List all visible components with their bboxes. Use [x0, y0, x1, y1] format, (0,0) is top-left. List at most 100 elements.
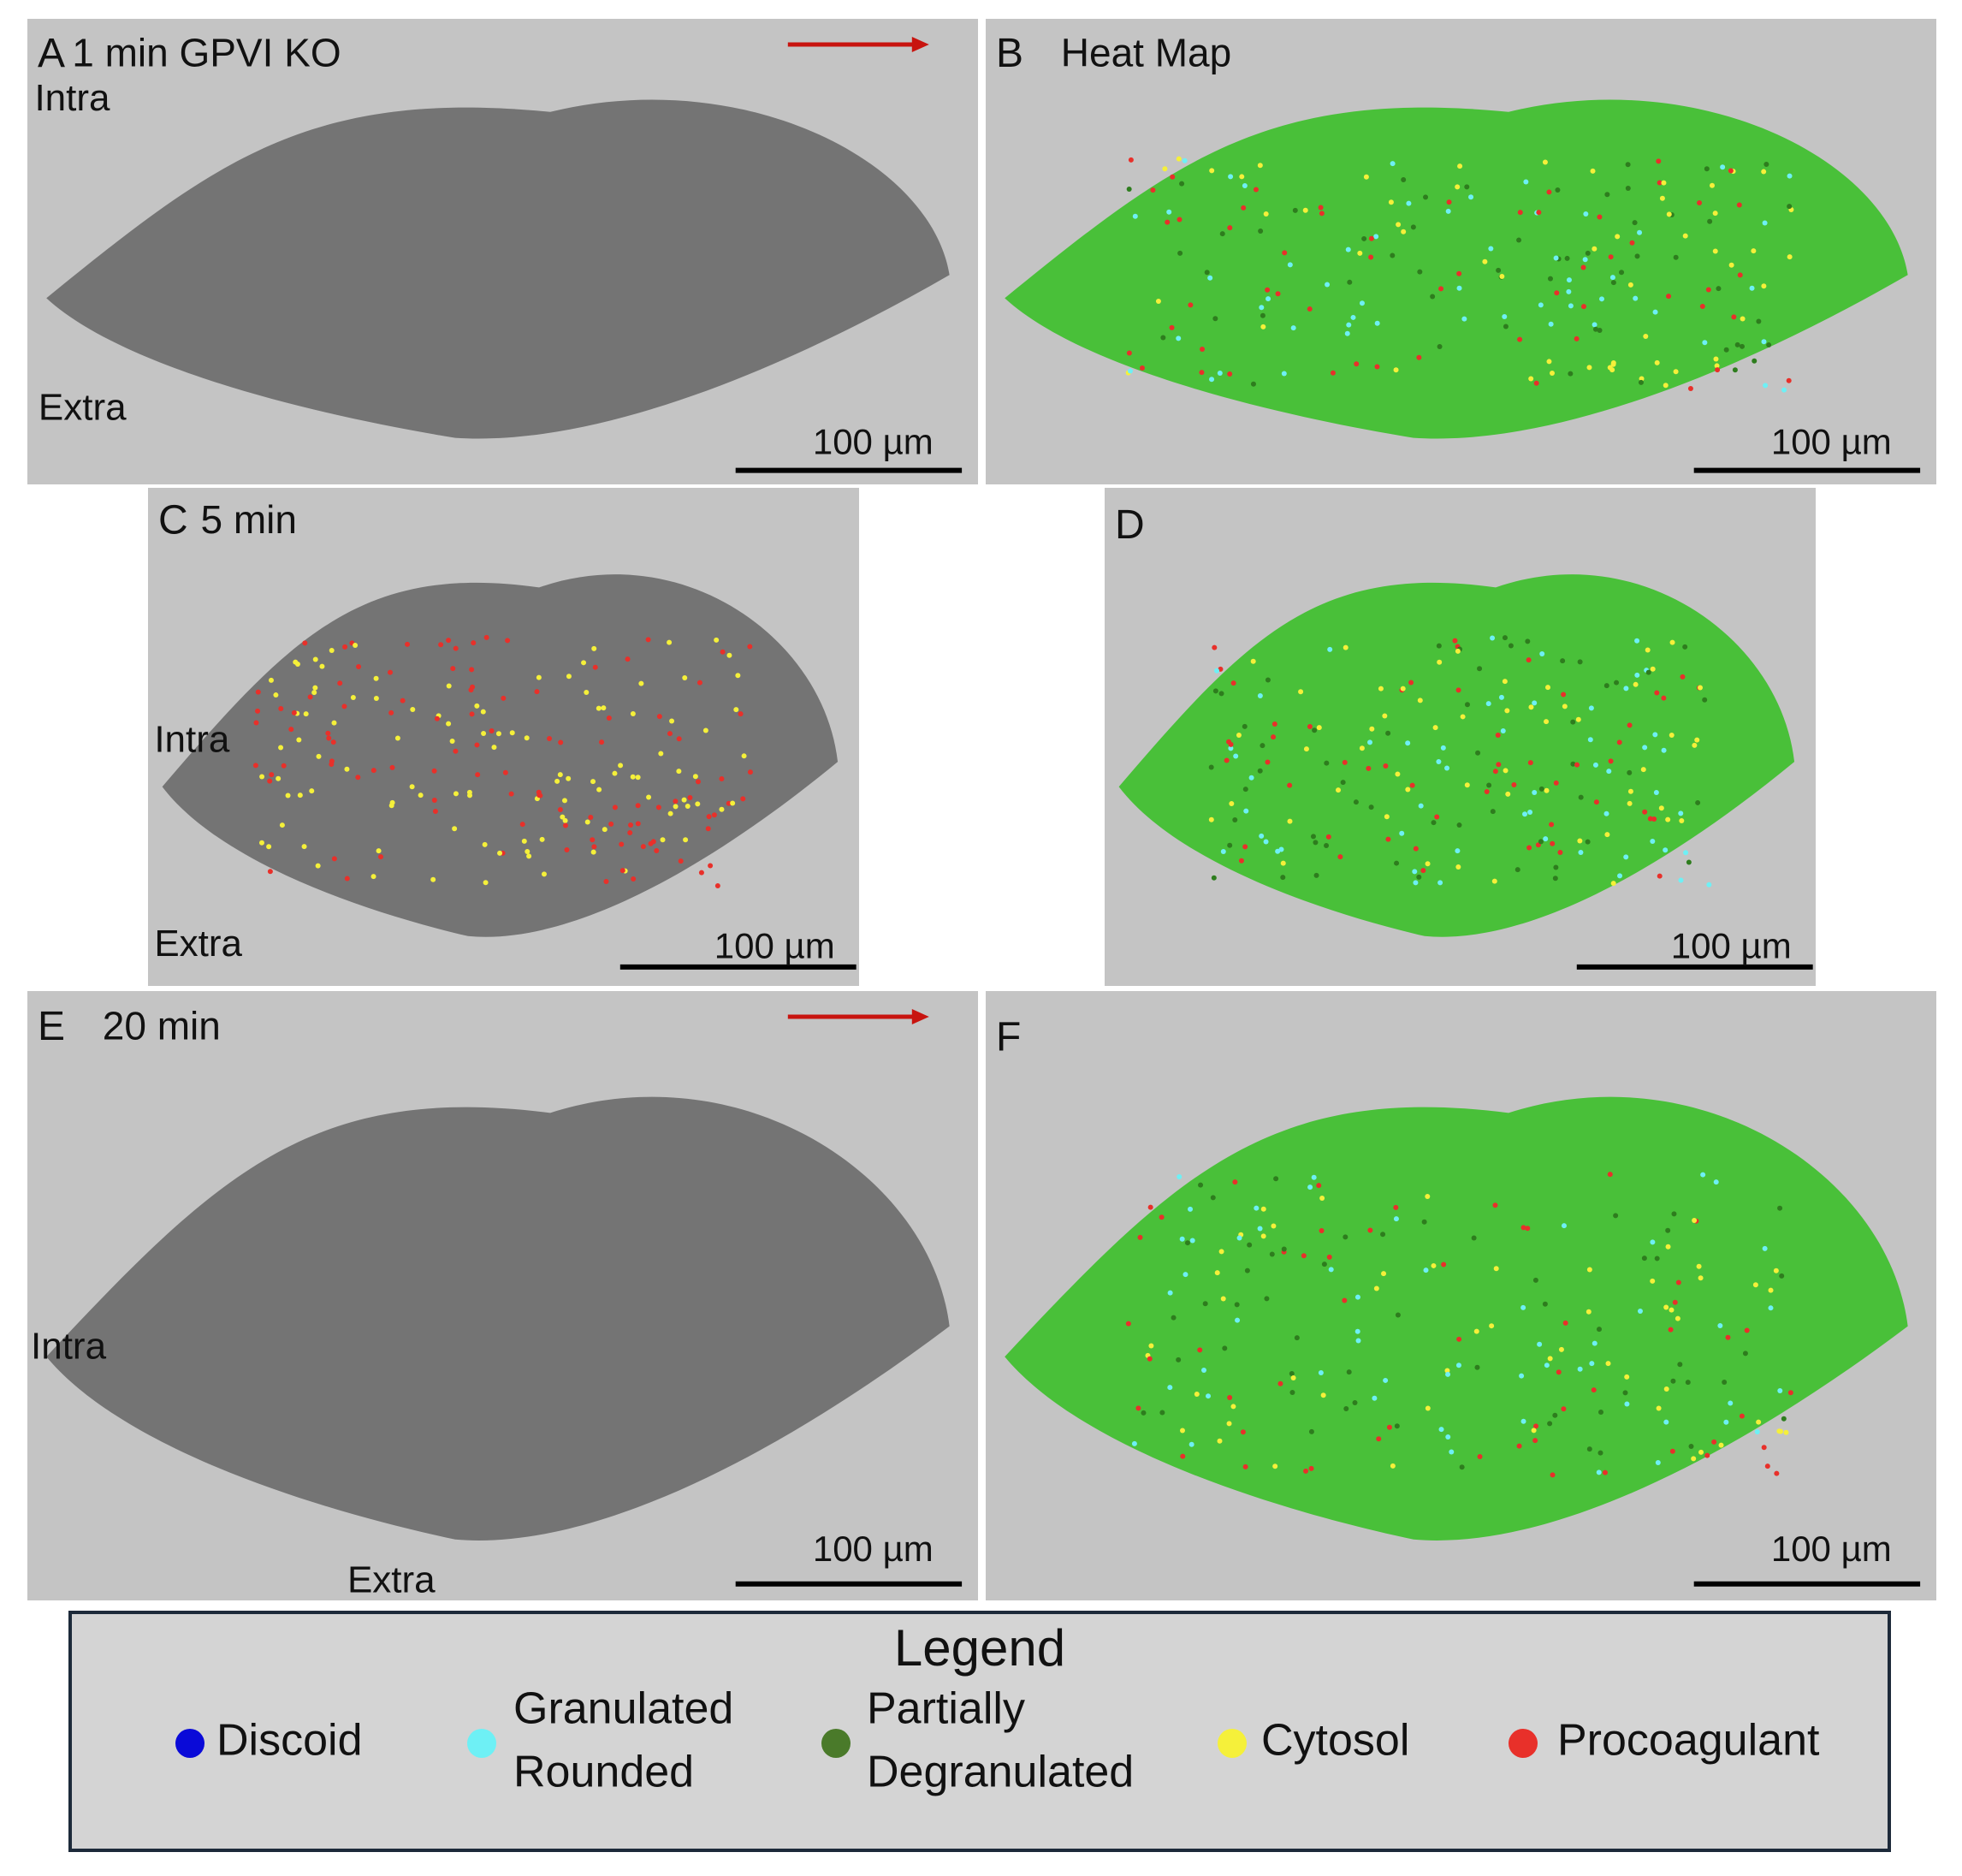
cell-dot	[1197, 1347, 1203, 1353]
cell-dot	[1749, 285, 1755, 291]
cell-dot	[316, 753, 322, 759]
cell-dot	[1659, 195, 1665, 201]
tissue-region	[162, 574, 839, 937]
cell-dot	[1328, 1267, 1334, 1273]
cell-dot	[1230, 680, 1236, 686]
cell-dot	[1473, 1328, 1479, 1334]
cell-dot	[1202, 1301, 1208, 1307]
cell-dot	[1431, 820, 1437, 826]
cell-dot	[1574, 335, 1580, 341]
cell-dot	[1378, 686, 1384, 692]
cell-dot	[1568, 371, 1574, 377]
cell-dot	[735, 673, 741, 679]
legend-label: Granulated	[513, 1684, 733, 1734]
cell-dot	[1382, 713, 1388, 719]
cell-dot	[1578, 794, 1584, 800]
cell-dot	[1666, 294, 1672, 300]
cell-dot	[1248, 775, 1254, 781]
cell-dot	[1609, 367, 1615, 373]
cell-dot	[1654, 690, 1660, 696]
cell-dot	[1271, 1223, 1277, 1229]
cell-dot	[1361, 235, 1367, 241]
cell-dot	[1373, 234, 1379, 240]
cell-dot	[692, 774, 698, 780]
cell-dot	[394, 735, 400, 741]
cell-dot	[1544, 787, 1550, 793]
cell-dot	[1166, 209, 1172, 215]
cell-dot	[483, 634, 489, 640]
cell-dot	[1385, 730, 1391, 736]
cell-dot	[1290, 1375, 1296, 1381]
cell-dot	[1608, 758, 1614, 764]
cell-dot	[1656, 158, 1662, 164]
cell-dot	[619, 841, 625, 847]
cell-dot	[1393, 367, 1399, 373]
micrograph-panel: B Heat Map 100 µm	[986, 19, 1936, 484]
cell-dot	[656, 714, 662, 720]
cell-dot	[695, 779, 701, 785]
cell-dot	[1477, 1453, 1483, 1459]
cell-dot	[1265, 759, 1271, 765]
cell-dot	[1577, 838, 1583, 844]
cell-dot	[1177, 1174, 1183, 1180]
cell-dot	[1786, 377, 1792, 383]
cell-dot	[1656, 1405, 1662, 1411]
cell-dot	[1652, 732, 1658, 738]
cell-dot	[1623, 854, 1629, 860]
cell-dot	[1384, 814, 1390, 820]
cell-dot	[1675, 1315, 1680, 1321]
legend-label: Partially	[867, 1684, 1025, 1734]
micrograph-panel: E 20 min Intra Extra 100 µm	[27, 991, 978, 1600]
panel-title: 20 min	[103, 1003, 221, 1048]
cell-dot	[1280, 875, 1286, 881]
cell-dot	[1713, 356, 1719, 362]
cell-dot	[468, 687, 474, 693]
cell-dot	[1243, 808, 1249, 814]
cell-dot	[1456, 285, 1462, 291]
cell-dot	[1761, 169, 1767, 175]
cell-dot	[705, 826, 711, 832]
cell-dot	[1437, 880, 1443, 886]
cell-dot	[1768, 1305, 1774, 1311]
cell-dot	[1372, 1395, 1378, 1401]
cell-dot	[1533, 1423, 1539, 1429]
cell-dot	[1633, 681, 1639, 687]
cell-dot	[1188, 302, 1194, 308]
cell-dot	[1761, 339, 1767, 345]
cell-dot	[1682, 644, 1688, 650]
cell-dot	[1464, 184, 1470, 190]
cell-dot	[1519, 1373, 1525, 1379]
cell-dot	[1557, 850, 1563, 856]
cell-dot	[1455, 864, 1461, 870]
cell-dot	[1165, 219, 1171, 225]
cell-dot	[273, 692, 279, 698]
cell-dot	[1269, 1251, 1275, 1257]
cell-dot	[1613, 1213, 1619, 1219]
cell-dot	[1135, 1405, 1141, 1411]
cell-dot	[450, 666, 456, 672]
cell-dot	[1260, 743, 1266, 749]
cell-dot	[1490, 809, 1496, 815]
cell-dot	[1176, 1357, 1182, 1362]
cell-dot	[1366, 765, 1372, 771]
micrograph-panel: F 100 µm	[986, 991, 1936, 1600]
cell-dot	[1416, 874, 1422, 880]
cell-dot	[1597, 1409, 1603, 1415]
scale-bar-label: 100 µm	[714, 925, 835, 965]
cell-dot	[1177, 217, 1183, 223]
cell-dot	[1446, 199, 1452, 205]
cell-dot	[1542, 159, 1548, 165]
cell-dot	[1394, 1423, 1400, 1429]
cell-dot	[1627, 722, 1633, 728]
cell-dot	[1188, 1206, 1194, 1212]
cell-dot	[267, 778, 273, 784]
cell-dot	[590, 779, 596, 785]
cell-dot	[1677, 1362, 1683, 1368]
cell-dot	[1275, 291, 1281, 297]
cell-dot	[719, 806, 725, 812]
cell-dot	[329, 648, 335, 654]
cell-dot	[466, 789, 472, 795]
cell-dot	[1627, 769, 1633, 775]
cell-dot	[1527, 810, 1533, 816]
cell-dot	[1260, 324, 1266, 329]
